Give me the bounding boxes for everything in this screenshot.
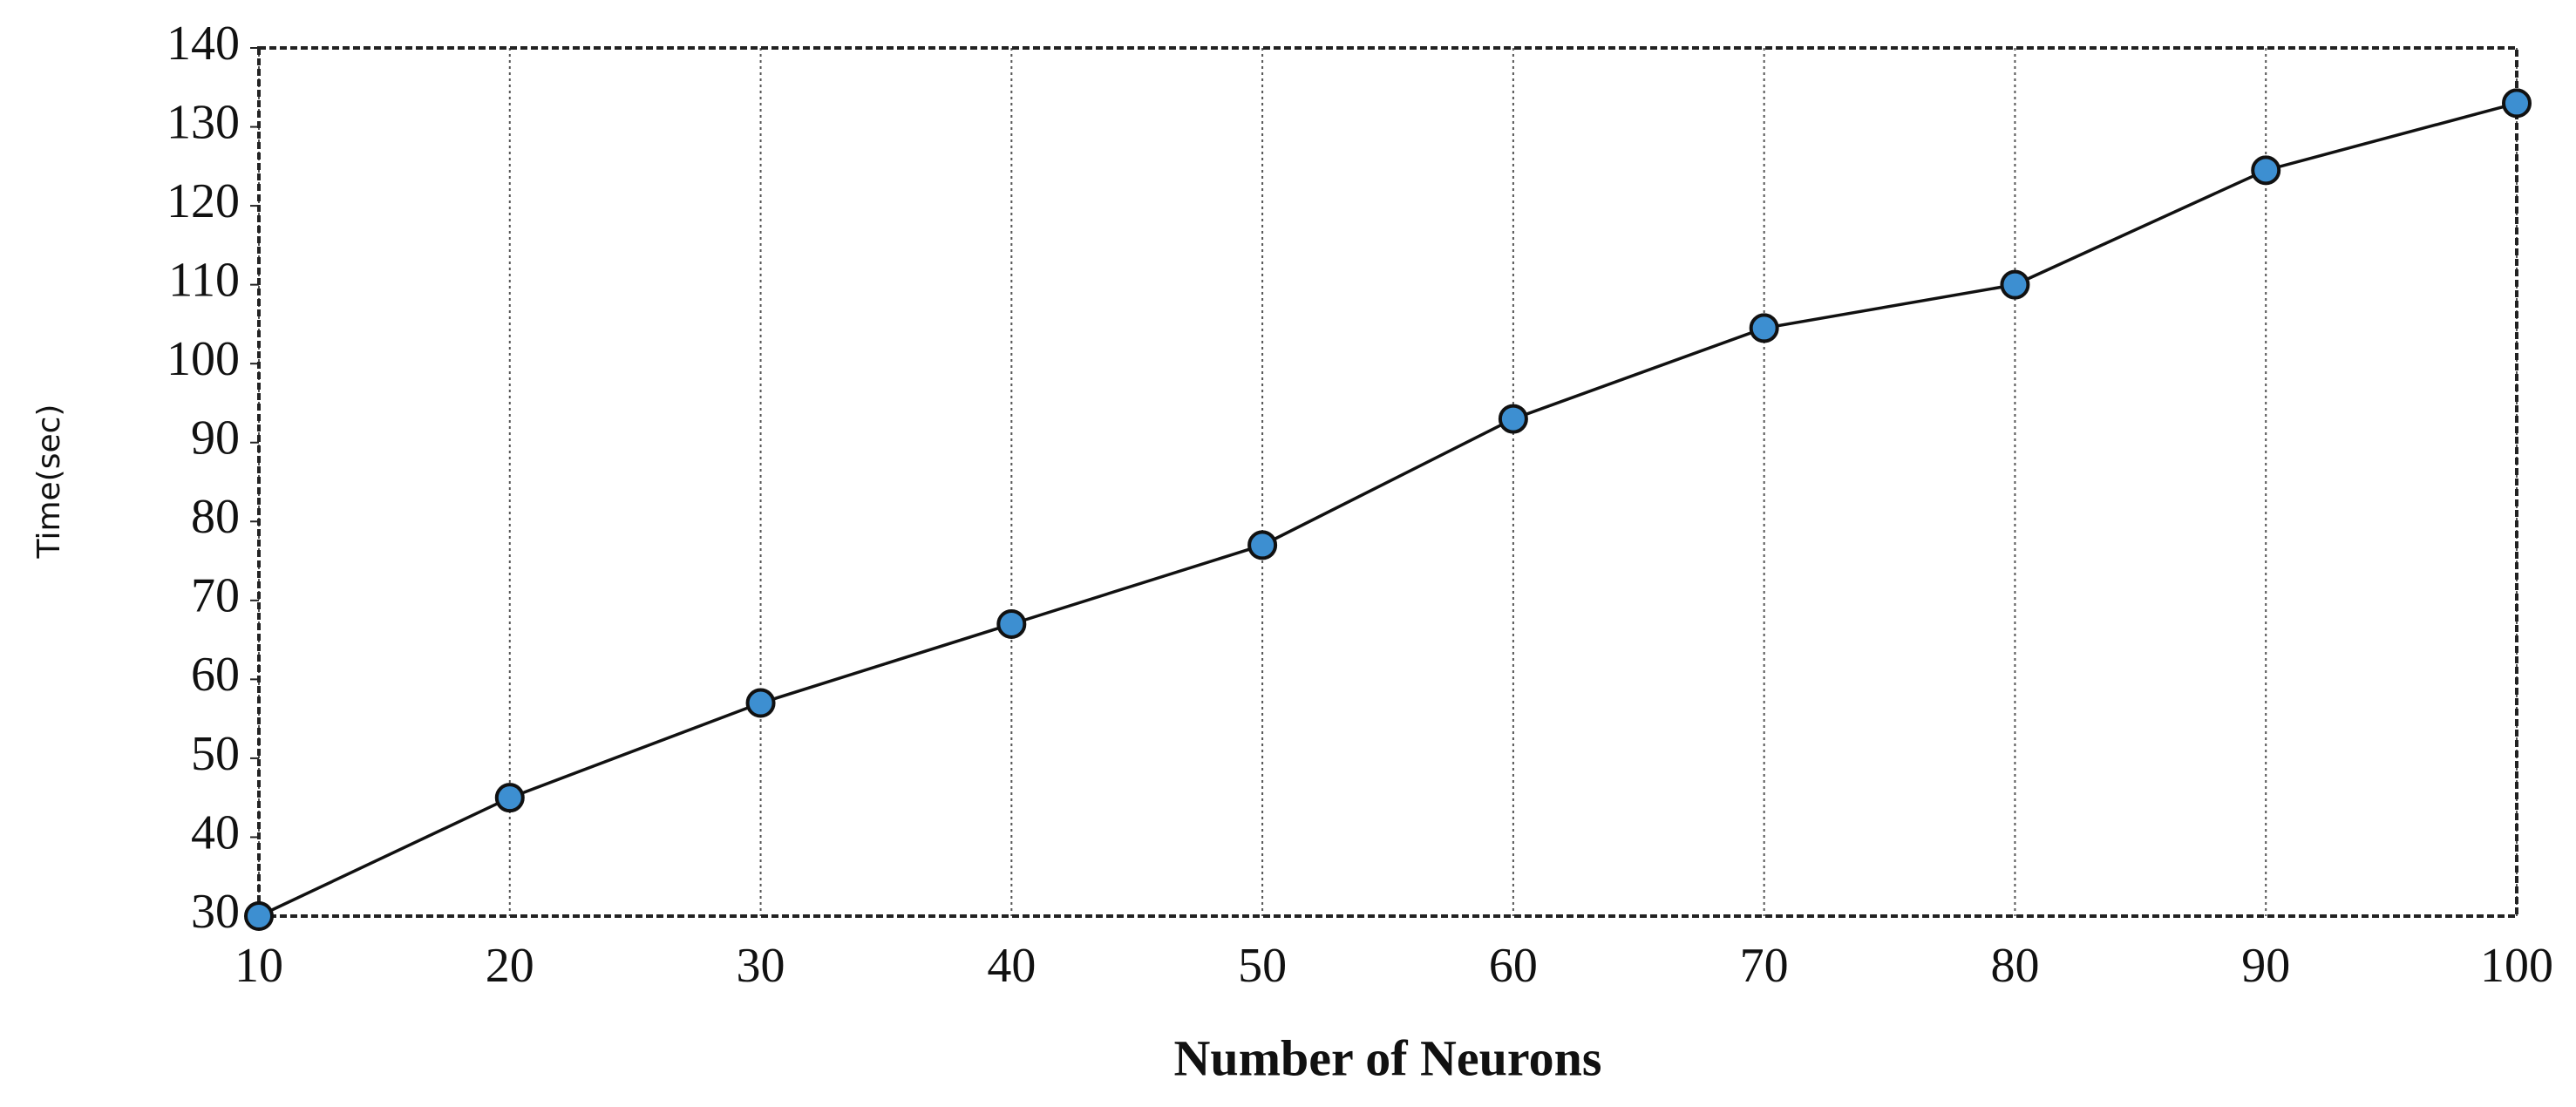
y-tick-label: 50 — [191, 727, 240, 781]
marker — [494, 783, 525, 813]
x-tick-label: 50 — [1238, 939, 1287, 993]
plot-border — [257, 46, 2518, 918]
x-tick-label: 80 — [1990, 939, 2039, 993]
marker — [2251, 155, 2281, 186]
y-tick-label: 110 — [168, 253, 240, 307]
y-tick-label: 80 — [191, 490, 240, 544]
x-tick-label: 10 — [234, 939, 283, 993]
y-tick-label: 90 — [191, 411, 240, 465]
marker — [2000, 269, 2030, 300]
x-tick-label: 70 — [1740, 939, 1789, 993]
y-tick-label: 120 — [167, 174, 240, 228]
line — [258, 101, 2518, 918]
y-axis-title: Time(sec) — [31, 404, 67, 560]
marker — [1498, 404, 1528, 434]
y-tick-label: 140 — [167, 17, 240, 71]
x-axis-title: Number of Neurons — [1174, 1029, 1602, 1086]
y-tick-label: 60 — [191, 648, 240, 702]
x-tick-label: 100 — [2480, 939, 2553, 993]
x-tick-label: 20 — [486, 939, 534, 993]
marker — [1247, 530, 1278, 560]
y-tick-label: 40 — [191, 805, 240, 859]
marker — [1749, 313, 1779, 343]
marker — [745, 688, 776, 718]
y-tick-label: 70 — [191, 569, 240, 623]
marker — [2502, 88, 2532, 119]
x-tick-label: 60 — [1489, 939, 1538, 993]
y-tick-label: 30 — [191, 885, 240, 939]
x-tick-label: 40 — [987, 939, 1036, 993]
marker — [996, 608, 1027, 639]
y-tick-label: 100 — [167, 332, 240, 386]
y-tick-label: 130 — [167, 95, 240, 149]
x-tick-label: 30 — [737, 939, 785, 993]
x-tick-label: 90 — [2241, 939, 2290, 993]
marker — [244, 901, 274, 931]
